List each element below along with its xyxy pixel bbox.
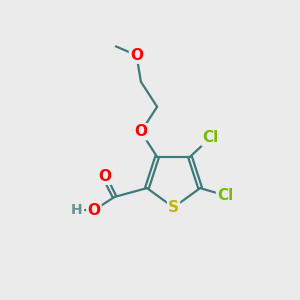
Text: Cl: Cl <box>217 188 233 203</box>
Text: S: S <box>168 200 179 215</box>
Text: O: O <box>130 48 143 63</box>
Text: O: O <box>98 169 111 184</box>
Text: O: O <box>88 203 100 218</box>
Text: H: H <box>70 203 82 217</box>
Text: Cl: Cl <box>202 130 219 145</box>
Text: O: O <box>134 124 147 139</box>
